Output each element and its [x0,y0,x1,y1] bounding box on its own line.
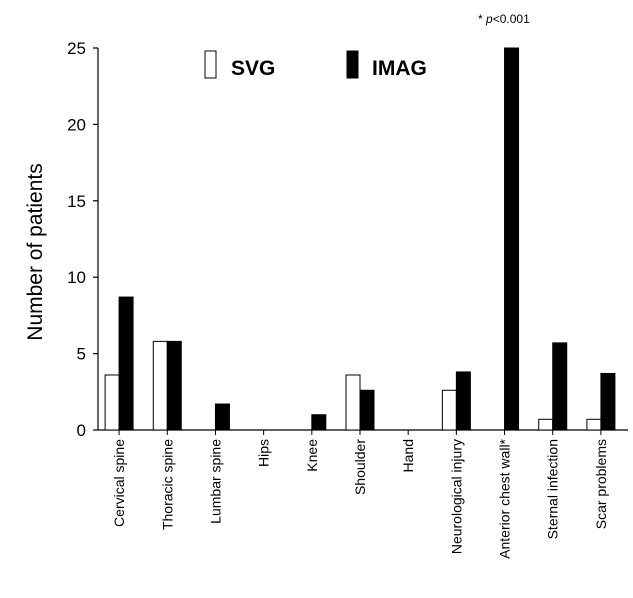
y-tick-label: 0 [77,421,86,440]
bar-imag-9 [552,342,568,431]
bar-imag-5 [359,389,375,431]
x-tick-label: Shoulder [352,439,368,495]
bar-imag-10 [600,372,616,431]
x-tick-label: Hand [400,439,416,472]
x-tick-label: Thoracic spine [159,439,175,530]
x-tick-label: Neurological injury [448,439,464,554]
x-tick-label: Lumbar spine [207,439,223,524]
bar-svg-5 [345,374,361,431]
y-tick-label: 25 [67,39,86,58]
y-tick-label: 5 [77,345,86,364]
legend-swatch-svg [204,50,217,79]
bars [104,47,616,431]
y-axis-label: Number of patients [24,163,47,340]
y-tick-label: 15 [67,192,86,211]
x-tick-label: Hips [256,439,272,467]
bar-imag-8 [504,47,520,431]
legend-label-imag: IMAG [372,57,427,80]
bar-imag-4 [311,414,327,431]
legend: SVG IMAG [204,50,427,80]
bar-svg-9 [538,418,554,431]
x-tick-label: Knee [304,439,320,472]
x-tick-labels: Cervical spine Thoracic spine Lumbar spine… [111,430,609,559]
significance-annotation: * p<0.001 [478,12,530,26]
x-tick-label: Cervical spine [111,439,127,527]
bar-imag-7 [455,371,471,431]
y-ticks: 0 5 10 15 20 25 [67,39,98,440]
legend-label-svg: SVG [231,57,275,80]
bar-svg-7 [441,389,457,431]
y-tick-label: 10 [67,268,86,287]
bar-svg-10 [586,418,602,431]
x-tick-label: Scar problems [593,439,609,529]
bar-svg-1 [152,340,168,431]
bar-imag-2 [214,403,230,431]
bar-svg-0 [104,374,120,431]
x-tick-label: Sternal infection [545,439,561,539]
legend-swatch-imag [346,50,359,79]
bar-imag-0 [118,296,134,431]
x-tick-label: Anterior chest wall* [497,438,513,558]
bar-imag-1 [166,340,182,431]
y-tick-label: 20 [67,115,86,134]
